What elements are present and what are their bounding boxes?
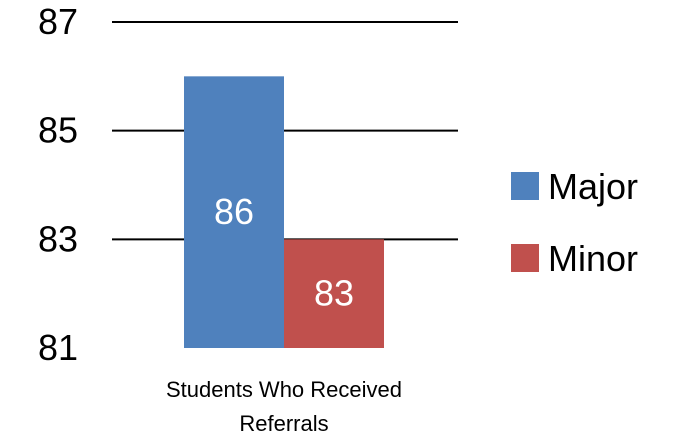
data-label-minor: 83 — [314, 273, 354, 314]
y-tick-label: 87 — [38, 1, 78, 42]
legend-swatch-major — [511, 172, 539, 200]
legend-swatch-minor — [511, 244, 539, 272]
y-axis-tick-labels: 81 83 85 87 — [38, 1, 78, 368]
y-tick-label: 85 — [38, 110, 78, 151]
y-tick-label: 83 — [38, 218, 78, 259]
legend-label-major: Major — [548, 166, 638, 207]
category-label-line: Students Who Received — [166, 377, 402, 402]
gridlines — [112, 22, 458, 239]
legend-label-minor: Minor — [548, 238, 638, 279]
y-tick-label: 81 — [38, 327, 78, 368]
legend: Major Minor — [511, 166, 638, 279]
category-label-line: Referrals — [239, 411, 328, 436]
data-label-major: 86 — [214, 191, 254, 232]
x-axis-category-labels: Students Who Received Referrals — [166, 377, 402, 436]
